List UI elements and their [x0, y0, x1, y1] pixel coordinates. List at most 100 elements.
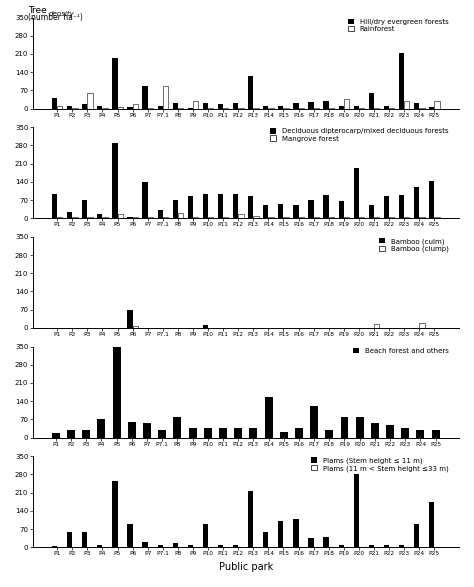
Legend: Hill/dry evergreen forests, Rainforest: Hill/dry evergreen forests, Rainforest — [346, 16, 450, 34]
Bar — [384, 545, 389, 547]
Bar — [57, 106, 63, 109]
Bar — [193, 217, 198, 218]
Bar — [67, 532, 73, 547]
Bar — [344, 99, 349, 109]
Bar — [148, 217, 153, 218]
Bar — [263, 106, 268, 109]
Legend: Deciduous dipterocarp/mixed deciduous forests, Mangrove forest: Deciduous dipterocarp/mixed deciduous fo… — [268, 126, 450, 144]
Bar — [52, 98, 57, 109]
Bar — [401, 429, 409, 437]
Bar — [133, 326, 138, 328]
Bar — [399, 53, 404, 109]
Bar — [143, 182, 148, 218]
Bar — [158, 430, 166, 437]
Bar — [128, 217, 133, 218]
Bar — [323, 195, 329, 218]
Bar — [432, 430, 439, 437]
Bar — [173, 544, 178, 547]
Bar — [278, 521, 283, 547]
Bar — [178, 213, 183, 218]
Bar — [233, 103, 238, 109]
Bar — [218, 545, 223, 547]
Bar — [389, 217, 394, 218]
Bar — [52, 546, 57, 547]
Bar — [82, 104, 87, 109]
Bar — [148, 108, 153, 109]
Bar — [369, 93, 374, 109]
Bar — [112, 58, 118, 109]
Legend: Bamboo (culm), Bamboo (clump): Bamboo (culm), Bamboo (clump) — [377, 236, 450, 254]
Bar — [434, 217, 439, 218]
Bar — [359, 108, 364, 109]
Bar — [248, 491, 253, 547]
Bar — [429, 502, 434, 547]
Bar — [97, 545, 102, 547]
Bar — [233, 194, 238, 218]
Bar — [133, 104, 138, 109]
Bar — [87, 217, 92, 218]
Bar — [128, 524, 133, 547]
Bar — [338, 201, 344, 218]
Bar — [354, 167, 359, 218]
Bar — [188, 196, 193, 218]
Bar — [82, 532, 87, 547]
Bar — [414, 524, 419, 547]
Bar — [278, 204, 283, 218]
Bar — [234, 429, 242, 437]
Bar — [203, 194, 208, 218]
Bar — [419, 323, 425, 328]
Bar — [429, 181, 434, 218]
Bar — [163, 217, 168, 218]
Bar — [249, 429, 257, 437]
Bar — [193, 102, 198, 109]
Legend: Beach forest and others: Beach forest and others — [351, 346, 450, 356]
Bar — [112, 481, 118, 547]
Bar — [268, 217, 273, 218]
Bar — [414, 187, 419, 218]
Bar — [173, 103, 178, 109]
Bar — [278, 106, 283, 109]
Bar — [163, 86, 168, 109]
Bar — [67, 430, 75, 437]
Bar — [384, 106, 389, 109]
Bar — [248, 76, 253, 109]
Bar — [404, 101, 410, 109]
Bar — [189, 429, 197, 437]
Bar — [203, 524, 208, 547]
Bar — [314, 217, 319, 218]
Bar — [208, 108, 213, 109]
Bar — [354, 474, 359, 547]
Bar — [223, 217, 228, 218]
Bar — [52, 433, 60, 437]
Bar — [218, 194, 223, 218]
Bar — [417, 430, 424, 437]
Bar — [338, 545, 344, 547]
Bar — [369, 205, 374, 218]
Bar — [219, 429, 227, 437]
Bar — [52, 194, 57, 218]
Bar — [280, 433, 288, 437]
Bar — [98, 419, 106, 437]
Bar — [374, 217, 379, 218]
Bar — [203, 103, 208, 109]
Bar — [102, 217, 108, 218]
Bar — [429, 107, 434, 109]
X-axis label: Public park: Public park — [219, 562, 273, 572]
Bar — [268, 108, 273, 109]
Bar — [97, 214, 102, 218]
Bar — [374, 324, 379, 328]
Bar — [204, 429, 212, 437]
Bar — [133, 217, 138, 218]
Bar — [299, 108, 304, 109]
Bar — [399, 195, 404, 218]
Bar — [188, 545, 193, 547]
Bar — [97, 106, 102, 109]
Bar — [340, 417, 348, 437]
Bar — [399, 545, 404, 547]
Bar — [344, 217, 349, 218]
Bar — [248, 196, 253, 218]
Bar — [173, 417, 182, 437]
Bar — [386, 424, 394, 437]
Bar — [371, 423, 379, 437]
Bar — [128, 422, 136, 437]
